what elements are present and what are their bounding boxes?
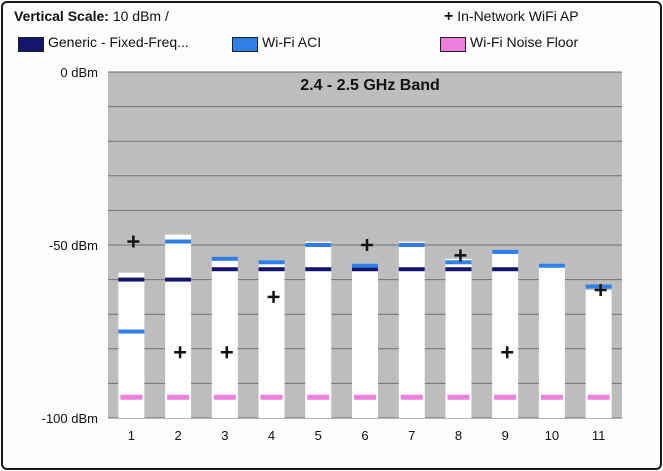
y-tick-label: -50 dBm [49, 238, 98, 253]
x-tick-label: 10 [545, 428, 559, 443]
wifi-aci-mark [352, 263, 378, 268]
vertical-scale-title: Vertical Scale: [14, 8, 109, 24]
channel-bar [538, 265, 565, 418]
wifi-aci-mark [398, 243, 425, 247]
legend-swatch-generic [18, 37, 44, 52]
legend-label-wifi-aci: Wi-Fi ACI [262, 34, 322, 50]
x-tick-label: 9 [502, 428, 509, 443]
channel-bar [165, 234, 192, 418]
plus-marker-icon: + [444, 8, 454, 25]
y-tick-label: -100 dBm [42, 411, 98, 426]
channel-bar [352, 265, 378, 418]
noise-floor-mark [120, 394, 143, 400]
legend-label-generic: Generic - Fixed-Freq... [48, 34, 189, 50]
noise-floor-mark [540, 394, 563, 400]
channel-bar [118, 272, 145, 418]
noise-floor-mark [494, 394, 517, 400]
noise-floor-mark [260, 394, 283, 400]
wifi-aci-mark [585, 284, 612, 289]
noise-floor-mark [400, 394, 423, 400]
generic-fixed-freq-mark [305, 267, 332, 272]
generic-fixed-freq-mark [211, 267, 238, 272]
vertical-scale-label: Vertical Scale: 10 dBm / [14, 8, 169, 24]
x-tick-label: 7 [408, 428, 415, 443]
wifi-aci-mark [538, 263, 565, 268]
channel-bar [211, 258, 238, 418]
x-tick-label: 5 [315, 428, 322, 443]
wifi-aci-mark [165, 239, 192, 244]
x-tick-label: 3 [221, 428, 228, 443]
vertical-scale-value: 10 dBm / [112, 8, 169, 24]
generic-fixed-freq-mark [165, 277, 192, 282]
generic-fixed-freq-mark [352, 267, 378, 272]
wifi-aci-mark [492, 249, 519, 254]
noise-floor-mark [213, 394, 236, 400]
channel-bar [492, 251, 519, 418]
legend-swatch-wifi-aci [232, 37, 258, 52]
generic-fixed-freq-mark [258, 267, 285, 272]
in-network-legend: + In-Network WiFi AP [444, 8, 579, 26]
x-tick-label: 2 [174, 428, 181, 443]
noise-floor-mark [307, 394, 330, 400]
channel-bar [258, 262, 285, 418]
noise-floor-mark [354, 394, 376, 400]
y-tick-label: 0 dBm [60, 65, 98, 80]
x-tick-label: 6 [361, 428, 368, 443]
wifi-aci-mark [305, 243, 332, 247]
channel-bar [445, 258, 472, 418]
x-tick-label: 4 [268, 428, 275, 443]
x-tick-label: 11 [592, 428, 606, 443]
legend-swatch-noise-floor [440, 37, 466, 52]
generic-fixed-freq-mark [398, 267, 425, 272]
noise-floor-mark [167, 394, 190, 400]
in-network-label: In-Network WiFi AP [457, 8, 579, 24]
generic-fixed-freq-mark [445, 267, 472, 272]
wifi-aci-mark [211, 256, 238, 261]
generic-fixed-freq-mark [118, 277, 145, 282]
noise-floor-mark [447, 394, 470, 400]
noise-floor-mark [587, 394, 610, 400]
wifi-aci-mark [445, 260, 472, 265]
wifi-aci-mark [118, 329, 145, 334]
generic-fixed-freq-mark [492, 267, 519, 272]
wifi-aci-mark [258, 260, 285, 265]
chart-title: 2.4 - 2.5 GHz Band [300, 77, 440, 94]
x-tick-label: 1 [128, 428, 135, 443]
x-tick-label: 8 [455, 428, 462, 443]
legend-label-noise-floor: Wi-Fi Noise Floor [470, 34, 579, 50]
